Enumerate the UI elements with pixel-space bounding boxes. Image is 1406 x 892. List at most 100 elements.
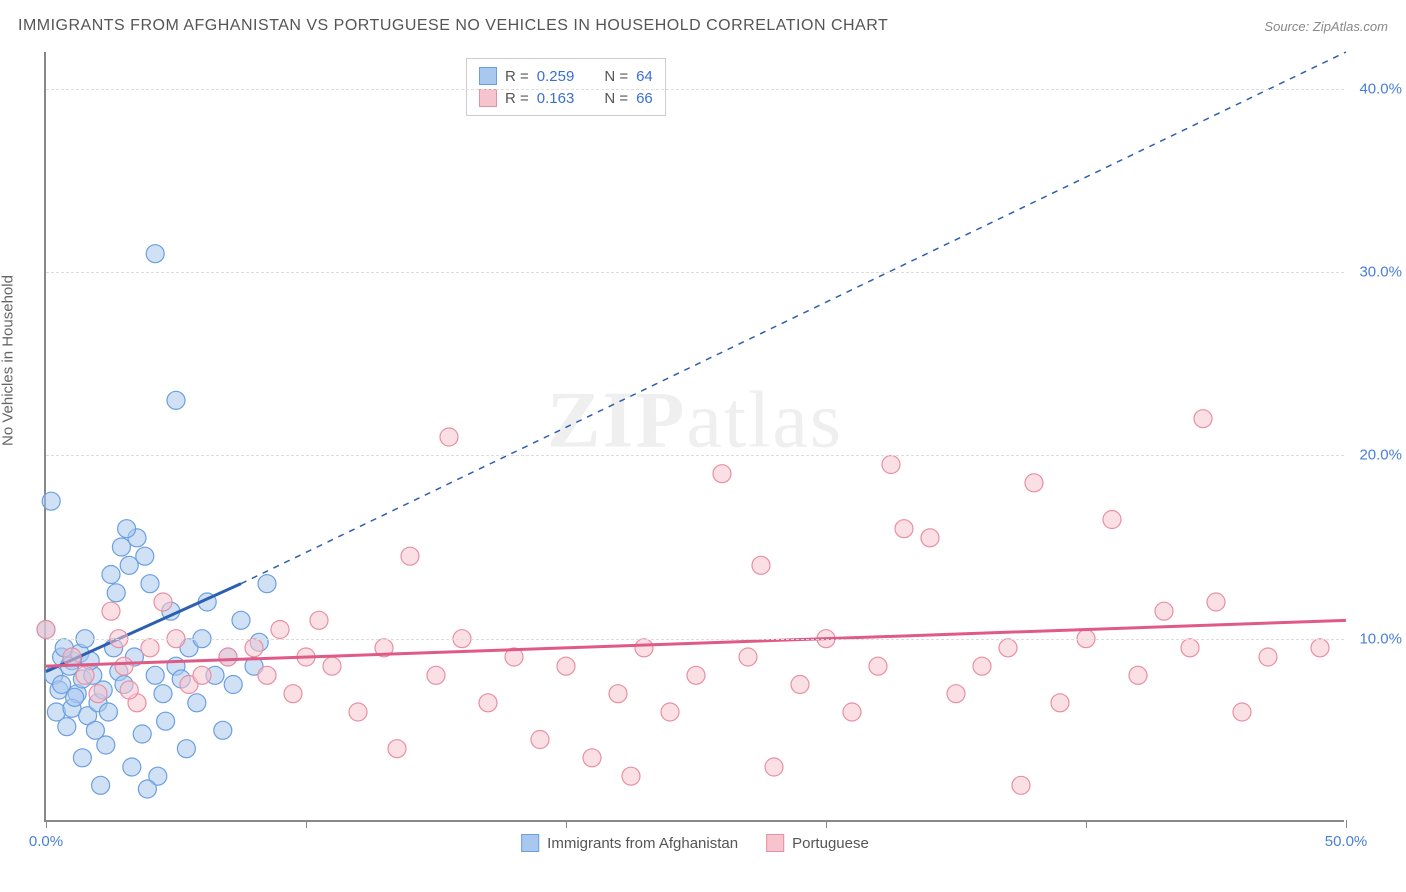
data-point[interactable] (531, 731, 549, 749)
data-point[interactable] (1181, 639, 1199, 657)
y-tick-label: 10.0% (1359, 630, 1402, 647)
data-point[interactable] (177, 740, 195, 758)
watermark: ZIPatlas (547, 375, 843, 466)
legend-item: Immigrants from Afghanistan (521, 834, 738, 852)
data-point[interactable] (89, 685, 107, 703)
data-point[interactable] (973, 657, 991, 675)
data-point[interactable] (224, 676, 242, 694)
data-point[interactable] (97, 736, 115, 754)
source-attribution: Source: ZipAtlas.com (1264, 19, 1388, 34)
data-point[interactable] (154, 593, 172, 611)
data-point[interactable] (136, 547, 154, 565)
data-point[interactable] (739, 648, 757, 666)
data-point[interactable] (141, 639, 159, 657)
data-point[interactable] (258, 666, 276, 684)
legend-swatch (479, 67, 497, 85)
data-point[interactable] (1233, 703, 1251, 721)
data-point[interactable] (99, 703, 117, 721)
data-point[interactable] (752, 556, 770, 574)
data-point[interactable] (42, 492, 60, 510)
data-point[interactable] (112, 538, 130, 556)
data-point[interactable] (58, 718, 76, 736)
y-tick-label: 30.0% (1359, 264, 1402, 281)
data-point[interactable] (193, 666, 211, 684)
data-point[interactable] (219, 648, 237, 666)
data-point[interactable] (188, 694, 206, 712)
data-point[interactable] (687, 666, 705, 684)
data-point[interactable] (622, 767, 640, 785)
data-point[interactable] (401, 547, 419, 565)
x-tick (1346, 820, 1347, 828)
data-point[interactable] (1129, 666, 1147, 684)
data-point[interactable] (120, 681, 138, 699)
data-point[interactable] (765, 758, 783, 776)
data-point[interactable] (118, 520, 136, 538)
data-point[interactable] (245, 639, 263, 657)
data-point[interactable] (843, 703, 861, 721)
data-point[interactable] (895, 520, 913, 538)
source-link[interactable]: ZipAtlas.com (1313, 19, 1388, 34)
data-point[interactable] (869, 657, 887, 675)
gridline (46, 89, 1344, 90)
data-point[interactable] (1155, 602, 1173, 620)
data-point[interactable] (120, 556, 138, 574)
data-point[interactable] (53, 676, 71, 694)
x-tick-label: 0.0% (29, 833, 63, 850)
data-point[interactable] (76, 666, 94, 684)
data-point[interactable] (115, 657, 133, 675)
data-point[interactable] (167, 391, 185, 409)
data-point[interactable] (479, 694, 497, 712)
data-point[interactable] (583, 749, 601, 767)
data-point[interactable] (123, 758, 141, 776)
data-point[interactable] (440, 428, 458, 446)
data-point[interactable] (73, 749, 91, 767)
data-point[interactable] (388, 740, 406, 758)
data-point[interactable] (1311, 639, 1329, 657)
data-point[interactable] (37, 621, 55, 639)
y-tick-label: 20.0% (1359, 447, 1402, 464)
data-point[interactable] (141, 575, 159, 593)
data-point[interactable] (284, 685, 302, 703)
data-point[interactable] (258, 575, 276, 593)
data-point[interactable] (1194, 410, 1212, 428)
data-point[interactable] (635, 639, 653, 657)
data-point[interactable] (713, 465, 731, 483)
x-tick (826, 820, 827, 828)
x-tick (1086, 820, 1087, 828)
data-point[interactable] (310, 611, 328, 629)
data-point[interactable] (1103, 511, 1121, 529)
data-point[interactable] (427, 666, 445, 684)
data-point[interactable] (102, 566, 120, 584)
data-point[interactable] (1051, 694, 1069, 712)
data-point[interactable] (138, 780, 156, 798)
x-tick-label: 50.0% (1325, 833, 1368, 850)
legend-n-value: 66 (636, 90, 653, 107)
data-point[interactable] (609, 685, 627, 703)
data-point[interactable] (921, 529, 939, 547)
data-point[interactable] (102, 602, 120, 620)
data-point[interactable] (214, 721, 232, 739)
data-point[interactable] (232, 611, 250, 629)
legend-row: R =0.259N =64 (479, 65, 653, 87)
data-point[interactable] (63, 648, 81, 666)
data-point[interactable] (92, 776, 110, 794)
data-point[interactable] (1012, 776, 1030, 794)
data-point[interactable] (882, 456, 900, 474)
data-point[interactable] (146, 666, 164, 684)
data-point[interactable] (661, 703, 679, 721)
data-point[interactable] (791, 676, 809, 694)
data-point[interactable] (947, 685, 965, 703)
data-point[interactable] (271, 621, 289, 639)
data-point[interactable] (1025, 474, 1043, 492)
data-point[interactable] (999, 639, 1017, 657)
data-point[interactable] (1207, 593, 1225, 611)
data-point[interactable] (323, 657, 341, 675)
data-point[interactable] (349, 703, 367, 721)
data-point[interactable] (157, 712, 175, 730)
data-point[interactable] (146, 245, 164, 263)
data-point[interactable] (154, 685, 172, 703)
data-point[interactable] (1259, 648, 1277, 666)
data-point[interactable] (107, 584, 125, 602)
data-point[interactable] (133, 725, 151, 743)
data-point[interactable] (557, 657, 575, 675)
